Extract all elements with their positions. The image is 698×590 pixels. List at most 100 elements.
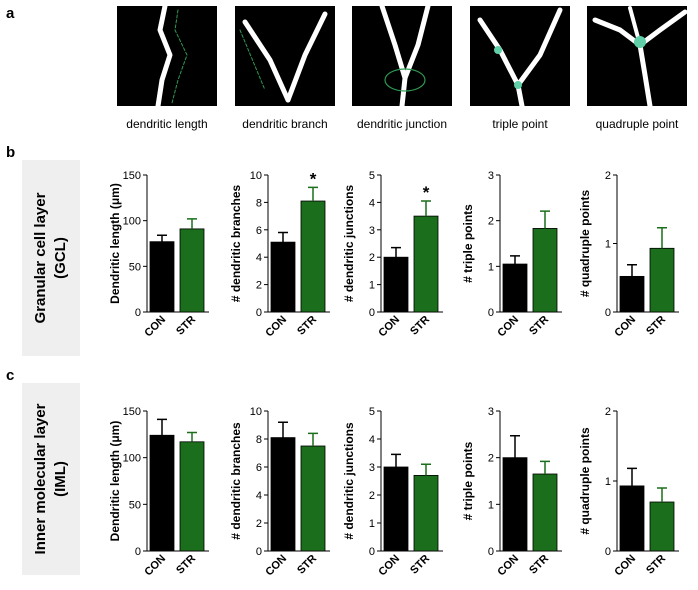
row-label-box: [22, 383, 80, 575]
image-caption: quadruple point: [596, 117, 679, 131]
error-bar: [278, 421, 288, 438]
bar: [532, 473, 558, 552]
y-tick-label: 0: [369, 546, 375, 558]
error-bar: [157, 234, 167, 242]
error-bar: [187, 431, 197, 442]
x-label-group: CON: [263, 314, 289, 340]
image-caption: dendritic length: [126, 117, 207, 131]
y-tick-label: 3: [369, 462, 375, 474]
x-tick-label: STR: [174, 314, 198, 338]
y-label: # quadruple points: [578, 427, 592, 535]
bar: [649, 501, 675, 552]
error-bar: [157, 418, 167, 436]
y-tick-label: 4: [369, 434, 375, 446]
bar: [270, 241, 296, 313]
y-label-group: # dendritic branches: [229, 184, 243, 302]
y-label-group: # quadruple points: [578, 190, 592, 298]
y-tick-label: 4: [369, 197, 375, 209]
x-tick-label: CON: [495, 314, 521, 340]
y-tick-label: 0: [488, 307, 494, 319]
bar: [413, 474, 439, 552]
y-tick-label: 2: [369, 490, 375, 502]
bar: [413, 215, 439, 313]
significance: *: [423, 183, 430, 202]
y-label-group: # quadruple points: [578, 427, 592, 535]
x-tick-label: CON: [142, 314, 168, 340]
x-label-group: CON: [495, 553, 521, 579]
y-tick-label: 1: [605, 476, 611, 488]
x-tick-label: STR: [527, 314, 551, 338]
x-tick-label: CON: [263, 553, 289, 579]
error-bar: [657, 226, 667, 249]
x-tick-label: STR: [408, 314, 432, 338]
error-bar: [308, 186, 318, 202]
bar: [300, 445, 326, 552]
bar: [619, 485, 645, 552]
error-bar: [421, 200, 431, 217]
bar: [149, 241, 175, 313]
bar: [383, 256, 409, 313]
y-label-group: # triple points: [461, 441, 475, 520]
y-tick-label: 0: [135, 307, 141, 319]
x-label-group: STR: [295, 553, 319, 577]
y-label-group: # dendritic junctions: [342, 185, 356, 303]
dendrite: [155, 3, 173, 109]
x-label-group: STR: [527, 314, 551, 338]
y-tick-label: 6: [256, 462, 262, 474]
y-tick-label: 0: [605, 546, 611, 558]
y-tick-label: 3: [369, 225, 375, 237]
y-label-group: # dendritic junctions: [342, 422, 356, 540]
micrographs: [117, 3, 688, 109]
error-bar: [627, 263, 637, 277]
y-tick-label: 100: [123, 453, 141, 465]
dendrite: [242, 19, 291, 103]
row-label: Inner molecular layer: [32, 403, 49, 554]
error-bar: [308, 432, 318, 446]
x-tick-label: STR: [295, 553, 319, 577]
y-tick-label: 6: [256, 225, 262, 237]
x-label-group: STR: [527, 553, 551, 577]
outline: [384, 68, 426, 92]
x-label-group: CON: [142, 314, 168, 340]
bar: [502, 263, 528, 313]
row-label: (IML): [52, 461, 69, 497]
y-tick-label: 0: [605, 307, 611, 319]
x-label-group: STR: [644, 314, 668, 338]
y-tick-label: 10: [250, 170, 262, 182]
bar: [179, 441, 205, 552]
x-tick-label: CON: [142, 553, 168, 579]
y-tick-label: 3: [488, 170, 494, 182]
y-tick-label: 1: [369, 280, 375, 292]
image-caption: dendritic branch: [242, 117, 327, 131]
x-label-group: STR: [408, 314, 432, 338]
image-caption: dendritic junction: [357, 117, 447, 131]
row-label-box: [22, 160, 80, 356]
error-bar: [510, 434, 520, 458]
y-tick-label: 50: [129, 499, 141, 511]
y-tick-label: 1: [488, 499, 494, 511]
bar: [619, 275, 645, 313]
x-tick-label: CON: [612, 553, 638, 579]
x-label-group: CON: [376, 553, 402, 579]
x-label-group: CON: [376, 314, 402, 340]
marker: [494, 46, 502, 54]
x-label-group: CON: [612, 553, 638, 579]
y-label: # dendritic junctions: [342, 185, 356, 303]
y-tick-label: 1: [605, 239, 611, 251]
error-bar: [540, 460, 550, 474]
marker: [514, 81, 522, 89]
x-tick-label: STR: [174, 553, 198, 577]
dendrite: [285, 11, 328, 103]
x-tick-label: STR: [644, 553, 668, 577]
y-tick-label: 2: [256, 280, 262, 292]
x-tick-label: STR: [408, 553, 432, 577]
y-tick-label: 0: [135, 546, 141, 558]
y-tick-label: 150: [123, 406, 141, 418]
image-caption: triple point: [492, 117, 548, 131]
y-tick-label: 100: [123, 216, 141, 228]
panel-label: a: [6, 5, 15, 22]
marker: [634, 36, 646, 48]
bar: [149, 434, 175, 552]
significance: *: [310, 169, 317, 188]
y-tick-label: 2: [605, 170, 611, 182]
